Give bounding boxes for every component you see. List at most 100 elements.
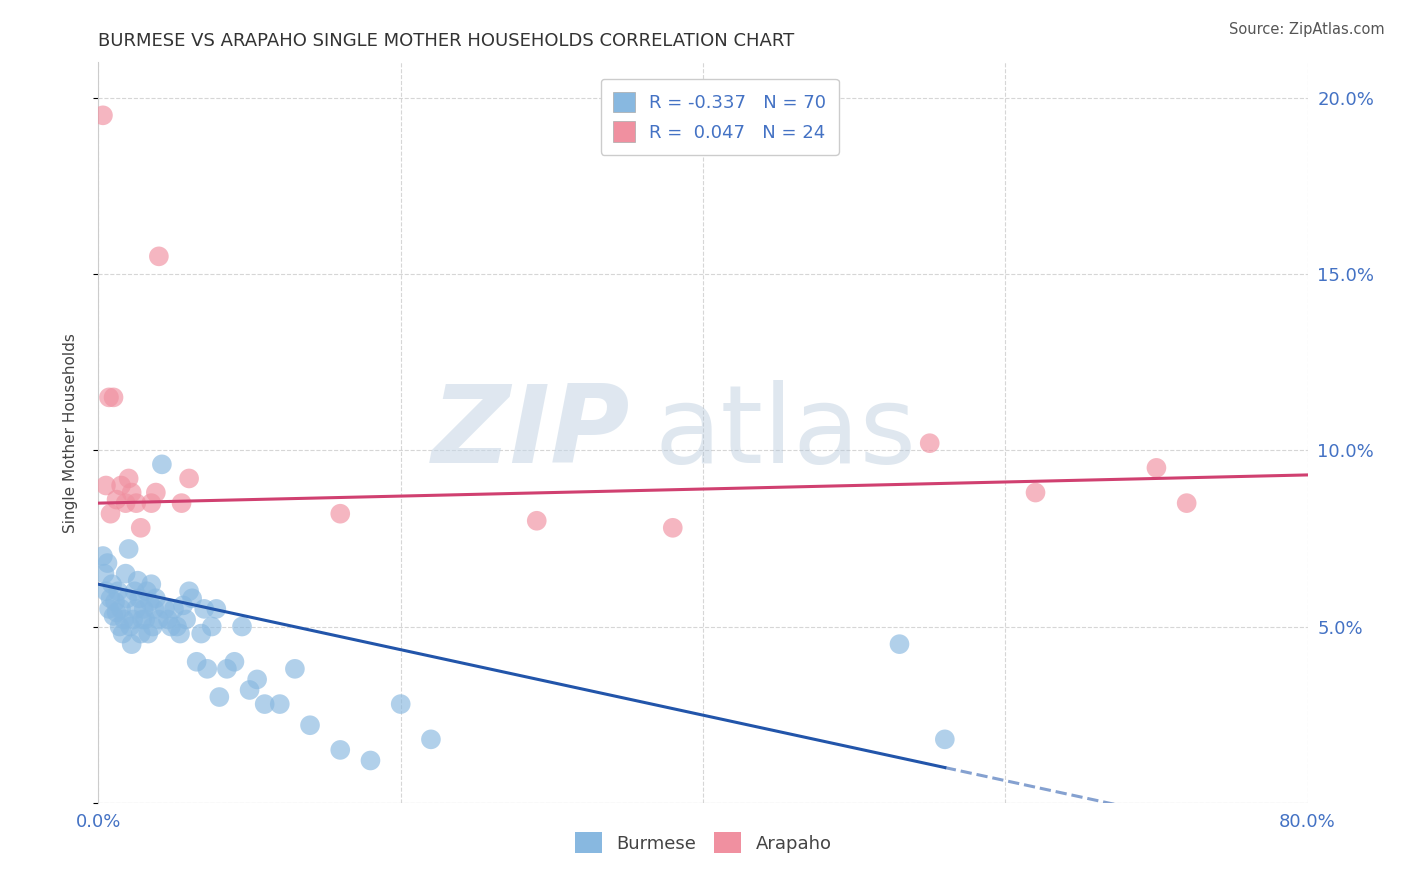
Point	[156, 612, 179, 626]
Point	[118, 471, 141, 485]
Point	[153, 602, 176, 616]
Point	[111, 626, 134, 640]
Point	[284, 662, 307, 676]
Point	[420, 732, 443, 747]
Point	[145, 591, 167, 606]
Point	[269, 697, 291, 711]
Point	[93, 566, 115, 581]
Point	[94, 584, 117, 599]
Point	[239, 683, 262, 698]
Point	[526, 514, 548, 528]
Point	[163, 602, 186, 616]
Point	[98, 602, 121, 616]
Point	[329, 507, 352, 521]
Point	[125, 496, 148, 510]
Point	[169, 626, 191, 640]
Point	[110, 478, 132, 492]
Point	[1024, 485, 1046, 500]
Point	[98, 390, 121, 404]
Point	[224, 655, 246, 669]
Point	[96, 556, 118, 570]
Point	[129, 521, 152, 535]
Point	[179, 584, 201, 599]
Point	[108, 619, 131, 633]
Point	[661, 521, 683, 535]
Legend: Burmese, Arapaho: Burmese, Arapaho	[567, 825, 839, 861]
Point	[205, 602, 228, 616]
Point	[139, 595, 162, 609]
Point	[186, 655, 208, 669]
Y-axis label: Single Mother Households: Single Mother Households	[63, 333, 77, 533]
Point	[105, 606, 128, 620]
Point	[94, 478, 117, 492]
Point	[246, 673, 269, 687]
Point	[100, 591, 122, 606]
Point	[143, 602, 166, 616]
Point	[125, 602, 148, 616]
Point	[124, 584, 146, 599]
Text: ZIP: ZIP	[432, 380, 630, 485]
Point	[101, 577, 124, 591]
Point	[91, 108, 114, 122]
Point	[148, 612, 170, 626]
Point	[193, 602, 215, 616]
Point	[115, 591, 138, 606]
Point	[120, 619, 142, 633]
Point	[121, 485, 143, 500]
Point	[1175, 496, 1198, 510]
Point	[114, 496, 136, 510]
Point	[195, 662, 218, 676]
Point	[103, 609, 125, 624]
Point	[172, 599, 194, 613]
Point	[389, 697, 412, 711]
Text: atlas: atlas	[655, 380, 917, 485]
Point	[114, 566, 136, 581]
Point	[253, 697, 276, 711]
Point	[131, 612, 153, 626]
Point	[179, 471, 201, 485]
Point	[103, 390, 125, 404]
Point	[91, 549, 114, 563]
Point	[127, 574, 149, 588]
Point	[150, 458, 173, 472]
Point	[299, 718, 322, 732]
Point	[105, 492, 128, 507]
Point	[121, 637, 143, 651]
Point	[118, 541, 141, 556]
Point	[160, 619, 183, 633]
Point	[128, 591, 150, 606]
Point	[1144, 461, 1167, 475]
Point	[201, 619, 224, 633]
Point	[918, 436, 941, 450]
Point	[148, 249, 170, 263]
Point	[112, 612, 135, 626]
Point	[889, 637, 911, 651]
Point	[110, 602, 132, 616]
Point	[360, 754, 382, 768]
Point	[135, 584, 157, 599]
Point	[100, 507, 122, 521]
Point	[190, 626, 212, 640]
Text: Source: ZipAtlas.com: Source: ZipAtlas.com	[1229, 22, 1385, 37]
Point	[231, 619, 253, 633]
Point	[215, 662, 238, 676]
Point	[181, 591, 204, 606]
Point	[141, 496, 163, 510]
Text: BURMESE VS ARAPAHO SINGLE MOTHER HOUSEHOLDS CORRELATION CHART: BURMESE VS ARAPAHO SINGLE MOTHER HOUSEHO…	[98, 32, 794, 50]
Point	[107, 584, 129, 599]
Point	[329, 743, 352, 757]
Point	[122, 612, 145, 626]
Point	[129, 626, 152, 640]
Point	[174, 612, 197, 626]
Point	[170, 496, 193, 510]
Point	[136, 626, 159, 640]
Point	[132, 602, 155, 616]
Point	[141, 577, 163, 591]
Point	[166, 619, 188, 633]
Point	[934, 732, 956, 747]
Point	[134, 612, 156, 626]
Point	[104, 595, 127, 609]
Point	[208, 690, 231, 704]
Point	[145, 485, 167, 500]
Point	[142, 619, 165, 633]
